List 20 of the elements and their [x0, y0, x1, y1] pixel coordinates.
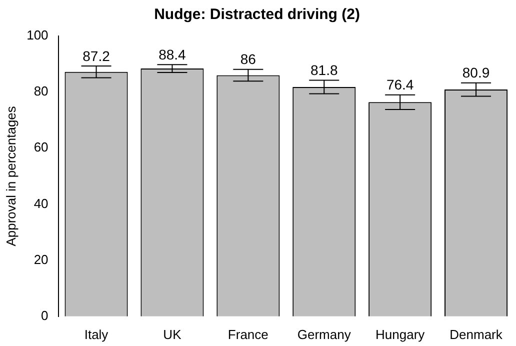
- data-label: 80.9: [462, 64, 490, 81]
- x-tick-label: Denmark: [450, 326, 503, 342]
- y-tick-label: 80: [34, 84, 48, 99]
- x-tick-label: UK: [163, 326, 182, 342]
- y-axis-title: Approval in percentages: [3, 106, 18, 246]
- x-tick-label: Hungary: [376, 326, 426, 342]
- data-label: 86: [240, 51, 256, 68]
- data-label: 81.8: [310, 62, 338, 78]
- chart-title: Nudge: Distracted driving (2): [154, 6, 360, 24]
- y-tick-label: 20: [34, 252, 48, 267]
- x-tick-label: Italy: [84, 326, 109, 342]
- y-tick-label: 0: [41, 308, 48, 323]
- x-tick-label: Germany: [297, 326, 352, 342]
- data-label: 88.4: [158, 46, 186, 62]
- data-label: 76.4: [386, 76, 414, 93]
- y-tick-label: 60: [34, 140, 48, 155]
- x-tick-label: France: [228, 326, 268, 342]
- y-tick-label: 100: [26, 28, 48, 43]
- data-label: 87.2: [82, 48, 110, 64]
- y-tick-label: 40: [34, 196, 48, 211]
